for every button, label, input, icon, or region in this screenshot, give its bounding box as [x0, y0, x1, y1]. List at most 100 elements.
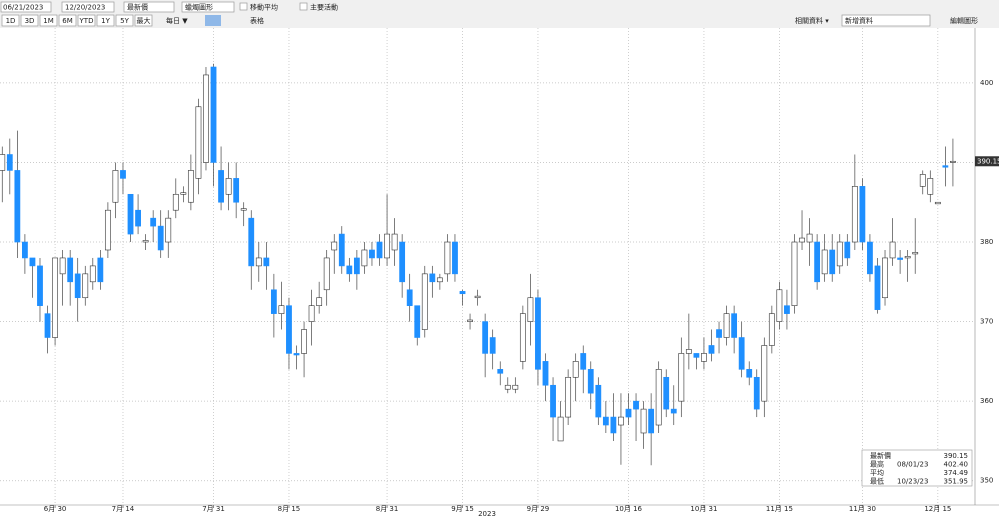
range-button[interactable]	[134, 14, 153, 27]
candle-body	[799, 237, 805, 243]
candle-body	[489, 337, 496, 354]
candle-body	[346, 265, 353, 275]
events: 主要活動	[310, 3, 338, 12]
legend-label: 平均	[870, 468, 884, 477]
candle-body	[678, 353, 685, 402]
candle-body	[308, 305, 315, 322]
candle-body	[950, 160, 956, 163]
start-date-box[interactable]	[0, 1, 52, 13]
candle-body	[338, 233, 345, 267]
x-tick-label: 7月 31	[202, 505, 225, 513]
range-button[interactable]	[77, 14, 96, 27]
legend-value: 390.15	[944, 452, 969, 460]
candle-body	[761, 345, 768, 402]
style-box[interactable]	[181, 1, 235, 13]
candle-body	[821, 249, 828, 275]
candle-body	[942, 165, 949, 168]
x-tick-label: 9月 15	[451, 505, 474, 513]
candle-body	[504, 384, 511, 390]
candle-body	[806, 233, 813, 243]
candle-body	[293, 353, 300, 356]
add-data-box[interactable]	[841, 14, 931, 27]
last-price: 390.15	[977, 157, 999, 165]
candle-body	[165, 217, 172, 243]
candle-body	[89, 265, 96, 283]
candle-body	[391, 233, 398, 251]
checkbox[interactable]	[299, 2, 308, 11]
x-tick-label: 12月 15	[924, 505, 951, 513]
candle-body	[203, 74, 209, 163]
candle-body	[37, 265, 43, 306]
range-button[interactable]	[96, 14, 115, 27]
candle-body	[150, 217, 157, 227]
x-tick-label: 10月 31	[690, 505, 717, 513]
range-label: 3D	[25, 17, 35, 25]
candle-body	[376, 241, 383, 259]
table-button[interactable]: 表格	[250, 16, 264, 25]
period[interactable]: 每日 ▼	[166, 16, 188, 25]
candle-body	[157, 225, 164, 251]
candle-body	[195, 106, 202, 179]
candle-body	[127, 193, 134, 235]
candle-body	[633, 400, 639, 410]
candle-body	[316, 297, 323, 306]
candle-body	[444, 241, 451, 275]
candle-body	[6, 154, 13, 171]
candle-body	[859, 186, 866, 243]
candle-body	[29, 257, 36, 267]
x-tick-label: 8月 31	[376, 505, 399, 513]
candle-body	[270, 289, 277, 314]
candle-body	[746, 369, 753, 378]
candle-body	[610, 416, 617, 434]
checkbox[interactable]	[239, 2, 248, 11]
candle-body	[685, 349, 692, 354]
related-data[interactable]: 相關資料 ▾	[795, 16, 829, 25]
candle-body	[640, 408, 647, 434]
candle-body	[474, 295, 481, 299]
candle-body	[851, 186, 858, 243]
candle-body	[784, 305, 790, 314]
x-tick-label: 6月 30	[44, 505, 67, 513]
candle-body	[142, 240, 149, 243]
range-button[interactable]	[39, 14, 58, 27]
field-box[interactable]	[123, 1, 175, 13]
candle-body	[248, 217, 255, 267]
candle-body	[882, 257, 888, 299]
candle-body	[0, 154, 6, 171]
range-label: 1D	[6, 17, 16, 25]
candle-body	[512, 384, 519, 390]
range-label: 1M	[43, 17, 54, 25]
end-date-box[interactable]	[61, 1, 115, 13]
legend-value: 374.49	[944, 469, 969, 477]
candle-body	[874, 265, 881, 310]
end-date: 12/20/2023	[65, 4, 105, 12]
candle-body	[542, 361, 549, 386]
candle-body	[663, 376, 670, 410]
range-button[interactable]	[1, 14, 20, 27]
candle-body	[187, 170, 194, 203]
x-year: 2023	[478, 510, 496, 516]
candle-body	[919, 174, 926, 187]
legend-label: 最高	[870, 460, 884, 469]
legend-label: 最新價	[870, 451, 891, 460]
range-button[interactable]	[58, 14, 77, 27]
candle-body	[135, 209, 141, 227]
range-button[interactable]	[20, 14, 39, 27]
candle-body	[429, 273, 436, 283]
range-label: 6M	[62, 17, 73, 25]
candle-body	[67, 257, 74, 283]
candle-body	[535, 297, 541, 370]
edit-chart[interactable]: 編輯圖形	[950, 16, 978, 25]
legend-date: 08/01/23	[897, 461, 928, 469]
candle-body	[384, 233, 390, 259]
x-tick-label: 11月 30	[849, 505, 876, 513]
button[interactable]	[205, 15, 221, 26]
range-button[interactable]	[115, 14, 134, 27]
candle-body	[625, 408, 632, 418]
candle-body	[708, 345, 715, 354]
candle-body	[112, 170, 119, 203]
candle-body	[927, 178, 934, 195]
candle-body	[655, 369, 662, 426]
candle-body	[44, 313, 51, 338]
candle-body	[738, 337, 745, 370]
